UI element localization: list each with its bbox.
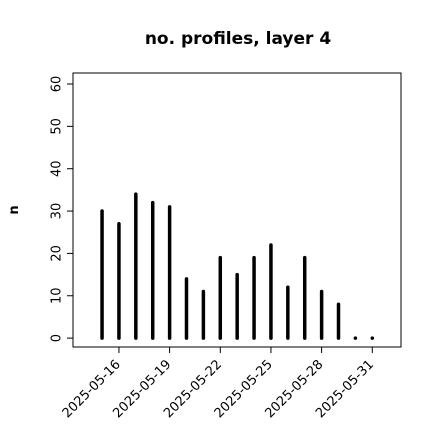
y-tick-label: 10 [50,287,65,304]
y-tick-label: 20 [50,245,65,262]
y-tick-label: 30 [50,203,65,220]
y-tick-label: 0 [50,334,65,342]
chart-title: no. profiles, layer 4 [145,29,332,49]
y-axis-label: n [7,205,22,214]
y-tick-label: 50 [50,118,65,135]
y-tick-label: 40 [50,160,65,177]
plot-box [72,72,402,348]
y-tick-label: 60 [50,76,65,93]
